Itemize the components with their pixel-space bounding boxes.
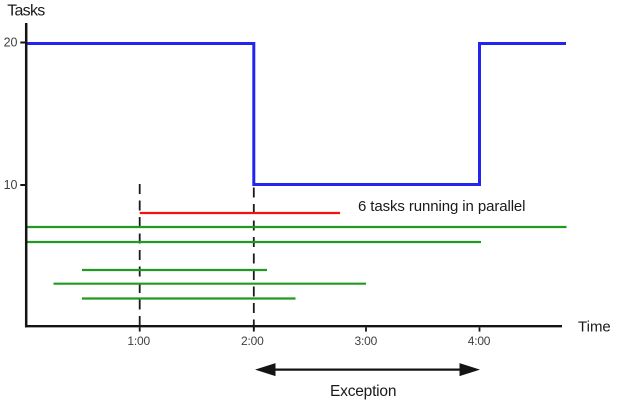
svg-text:Time: Time [578, 319, 611, 336]
svg-text:2:00: 2:00 [241, 334, 264, 348]
svg-text:20: 20 [4, 35, 18, 49]
svg-text:6 tasks running in parallel: 6 tasks running in parallel [358, 198, 525, 215]
svg-text:10: 10 [4, 178, 18, 192]
svg-text:3:00: 3:00 [355, 334, 378, 348]
svg-text:Exception: Exception [330, 383, 396, 400]
svg-text:4:00: 4:00 [468, 334, 491, 348]
svg-text:1:00: 1:00 [127, 334, 150, 348]
svg-text:Tasks: Tasks [7, 2, 45, 19]
